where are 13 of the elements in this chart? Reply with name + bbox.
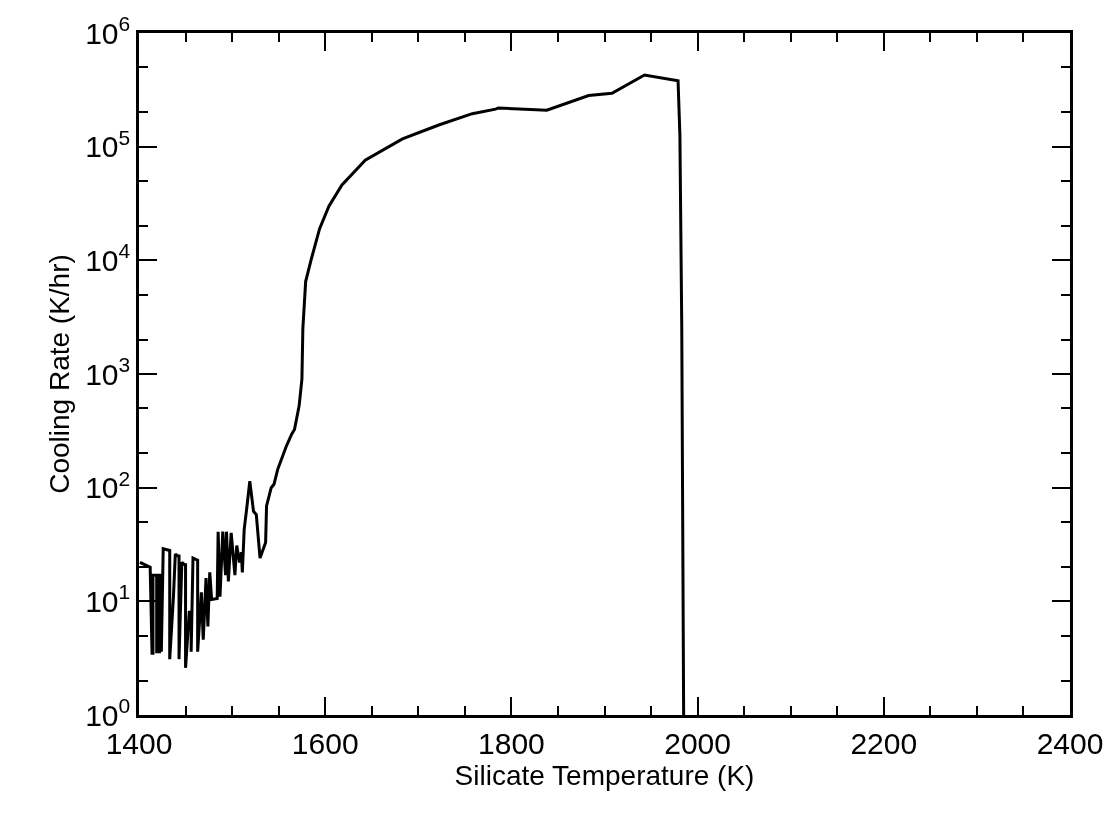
x-tick-label: 1600 <box>291 726 359 760</box>
x-tick-label: 2200 <box>850 726 918 760</box>
y-tick-label: 10$^{6}$ <box>85 11 131 50</box>
y-tick-label: 10$^{2}$ <box>85 466 131 505</box>
x-tick-label: 1800 <box>478 726 545 760</box>
x-tick-label: 2400 <box>1036 726 1104 760</box>
y-tick-label: 10$^{1}$ <box>85 580 131 618</box>
y-tick-label: 10$^{3}$ <box>85 352 131 391</box>
y-tick-label: 10$^{5}$ <box>85 125 131 164</box>
x-axis-title: Silicate Temperature (K) <box>454 759 755 791</box>
y-tick-label: 10$^{4}$ <box>85 239 131 277</box>
x-tick-label: 2000 <box>664 726 731 760</box>
y-axis-title: Cooling Rate (K/hr) <box>43 254 75 494</box>
